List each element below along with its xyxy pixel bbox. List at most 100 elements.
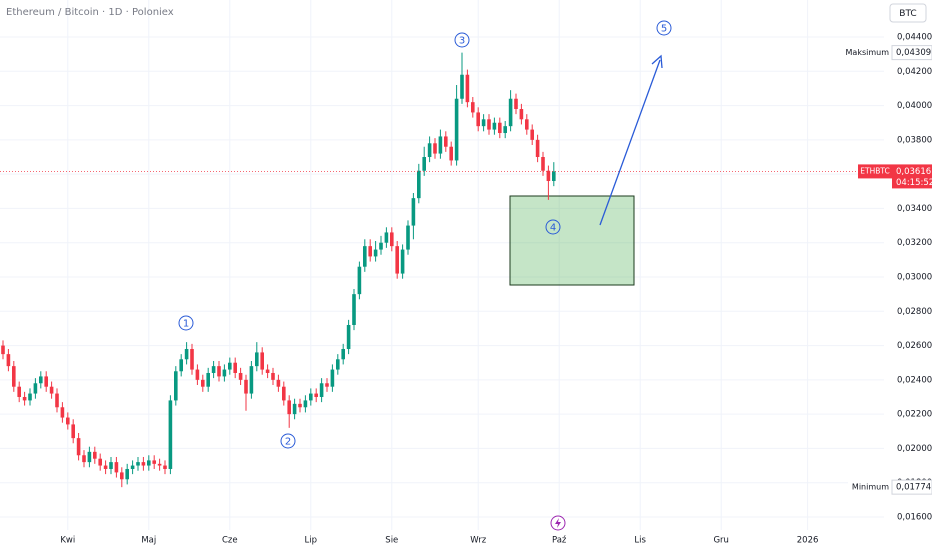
candle-body: [114, 462, 119, 473]
x-tick-label: Kwi: [60, 536, 75, 546]
candle-body: [33, 383, 38, 394]
candle-body: [400, 249, 405, 274]
candle-body: [49, 386, 54, 394]
candle-body: [336, 359, 340, 370]
candle-body: [233, 362, 237, 373]
candle-body: [201, 379, 205, 387]
candle-body: [390, 232, 394, 247]
marker-value-box: [891, 479, 932, 495]
candle-body: [476, 112, 480, 127]
candle-body: [255, 352, 259, 367]
y-tick-label: 0,04400: [897, 33, 932, 43]
wave-label: 3: [459, 36, 465, 47]
marker-label: Minimum: [852, 483, 889, 492]
axes: 0,016000,018000,020000,022000,024000,026…: [60, 33, 932, 546]
candle-body: [206, 372, 210, 387]
candle-body: [519, 109, 524, 120]
grid: [0, 0, 884, 530]
wave-labels: 1 2 3 4 5: [178, 20, 672, 449]
candle-body: [352, 294, 356, 325]
candle-body: [141, 462, 146, 466]
arrow-head: [651, 54, 663, 69]
candle-body: [357, 266, 362, 295]
candle-body: [147, 460, 151, 466]
candle-body: [379, 242, 383, 250]
candle-body: [373, 249, 378, 257]
candle-body: [168, 400, 173, 469]
wave-label: 4: [550, 223, 556, 234]
marker-value: 0,01774: [896, 483, 931, 493]
last-price-box: [858, 164, 892, 179]
candle-body: [103, 465, 108, 469]
candle-body: [228, 362, 232, 370]
candle-body: [541, 157, 545, 171]
candle-body: [427, 143, 432, 158]
candle-body: [136, 462, 140, 466]
candle-body: [319, 383, 324, 397]
y-tick-label: 0,02200: [897, 410, 932, 420]
y-tick-label: 0,01600: [897, 512, 932, 522]
candle-body: [395, 246, 399, 274]
wave-label: 1: [183, 319, 189, 330]
candle-body: [120, 472, 124, 480]
candle-body: [330, 369, 335, 387]
x-tick-label: Lis: [634, 536, 646, 546]
wave-label: 5: [661, 24, 667, 35]
candle-body: [503, 126, 507, 134]
candle-body: [514, 98, 518, 110]
candle-body: [417, 170, 421, 199]
candles: [0, 52, 884, 488]
marker-value-box: [891, 45, 932, 61]
candle-body: [265, 369, 270, 373]
candle-body: [368, 246, 372, 257]
candle-body: [260, 352, 264, 370]
candle-body: [271, 372, 275, 380]
candle-body: [238, 372, 243, 380]
candle-body: [454, 98, 459, 161]
candle-body: [6, 354, 11, 367]
y-tick-label: 0,04000: [897, 101, 932, 111]
candle-body: [433, 143, 437, 154]
candle-body: [28, 393, 32, 401]
wave-circle: [454, 32, 470, 48]
candle-body: [12, 366, 16, 387]
candle-body: [195, 369, 200, 380]
candle-body: [17, 386, 21, 397]
y-tick-label: 0,03200: [897, 238, 932, 248]
last-price-symbol: ETHBTC: [860, 166, 889, 175]
x-tick-label: Paź: [552, 536, 567, 546]
candle-body: [481, 119, 486, 127]
candle-body: [93, 451, 97, 459]
candle-body: [130, 465, 135, 469]
candle-body: [492, 122, 497, 130]
candle-body: [438, 136, 443, 154]
last-price-value: 0,03616: [896, 167, 931, 177]
candle-body: [449, 146, 453, 161]
candle-body: [211, 366, 216, 373]
marker-label-box: [848, 480, 892, 495]
candle-body: [163, 465, 167, 469]
candle-body: [1, 345, 5, 355]
y-tick-label: 0,03800: [897, 135, 932, 145]
wave-circle: [545, 219, 561, 235]
candle-body: [292, 403, 297, 415]
candle-body: [71, 424, 75, 439]
x-tick-label: Maj: [141, 536, 156, 546]
candle-body: [87, 451, 92, 463]
x-tick-label: 2026: [797, 536, 819, 546]
candle-body: [179, 359, 183, 372]
marker-label: Maksimum: [846, 48, 890, 57]
candle-body: [346, 324, 351, 349]
candle-body: [60, 407, 65, 418]
currency-box[interactable]: [889, 3, 927, 23]
candle-body: [244, 379, 248, 394]
candle-body: [498, 122, 502, 134]
x-tick-label: Lip: [305, 536, 318, 546]
candle-body: [287, 400, 291, 415]
candle-body: [525, 119, 529, 130]
candle-body: [411, 198, 416, 226]
wave-circle: [178, 315, 194, 331]
candle-body: [552, 171, 556, 182]
marker-value: 0,04309: [896, 48, 931, 58]
